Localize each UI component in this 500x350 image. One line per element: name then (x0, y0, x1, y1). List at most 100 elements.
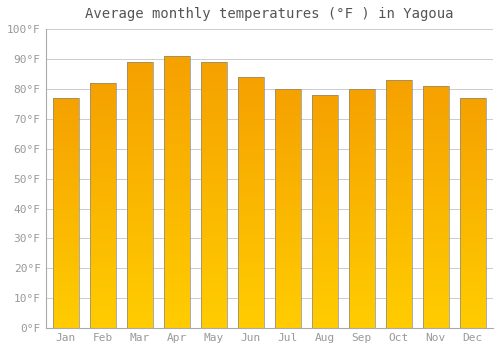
Bar (312, 191, 338, 194)
Bar (460, 302, 485, 305)
Bar (386, 182, 411, 186)
Bar (201, 218, 227, 222)
Bar (127, 82, 153, 85)
Bar (53, 305, 79, 308)
Bar (90, 276, 116, 279)
Bar (349, 283, 374, 286)
Bar (312, 281, 338, 285)
Bar (53, 247, 79, 251)
Bar (201, 198, 227, 202)
Bar (53, 202, 79, 204)
Bar (127, 322, 153, 325)
Bar (90, 279, 116, 282)
Bar (164, 315, 190, 318)
Bar (349, 250, 374, 253)
Bar (127, 155, 153, 159)
Bar (349, 232, 374, 236)
Bar (127, 139, 153, 142)
Bar (349, 244, 374, 247)
Bar (423, 131, 448, 134)
Bar (423, 246, 448, 250)
Bar (312, 226, 338, 229)
Bar (201, 295, 227, 298)
Bar (238, 165, 264, 168)
Bar (164, 178, 190, 182)
Bar (460, 213, 485, 216)
Bar (238, 313, 264, 316)
Bar (164, 70, 190, 73)
Bar (312, 273, 338, 276)
Bar (460, 161, 485, 164)
Bar (275, 89, 300, 328)
Bar (127, 265, 153, 268)
Bar (53, 291, 79, 294)
Bar (312, 314, 338, 316)
Bar (90, 160, 116, 163)
Bar (201, 298, 227, 302)
Bar (275, 295, 300, 298)
Bar (201, 115, 227, 119)
Bar (201, 99, 227, 102)
Bar (312, 206, 338, 209)
Bar (312, 171, 338, 174)
Bar (349, 205, 374, 209)
Bar (423, 319, 448, 322)
Bar (423, 125, 448, 128)
Bar (201, 278, 227, 282)
Bar (90, 319, 116, 322)
Bar (164, 60, 190, 63)
Bar (460, 299, 485, 302)
Bar (275, 319, 300, 322)
Bar (238, 215, 264, 218)
Bar (386, 288, 411, 291)
Bar (238, 102, 264, 105)
Bar (238, 171, 264, 174)
Bar (90, 83, 116, 328)
Bar (312, 238, 338, 241)
Bar (201, 122, 227, 125)
Bar (349, 325, 374, 328)
Bar (53, 268, 79, 271)
Bar (127, 202, 153, 205)
Bar (423, 119, 448, 122)
Bar (349, 236, 374, 238)
Bar (53, 271, 79, 273)
Bar (164, 230, 190, 233)
Bar (423, 195, 448, 198)
Bar (53, 207, 79, 210)
Bar (275, 298, 300, 301)
Bar (386, 300, 411, 303)
Bar (312, 145, 338, 147)
Bar (238, 290, 264, 294)
Bar (90, 212, 116, 215)
Bar (201, 325, 227, 328)
Bar (53, 204, 79, 207)
Bar (349, 125, 374, 128)
Bar (164, 226, 190, 230)
Bar (460, 112, 485, 115)
Bar (238, 228, 264, 231)
Bar (312, 302, 338, 305)
Bar (349, 134, 374, 137)
Bar (53, 173, 79, 176)
Bar (349, 241, 374, 244)
Bar (238, 174, 264, 177)
Bar (386, 235, 411, 238)
Bar (460, 196, 485, 199)
Bar (90, 288, 116, 292)
Bar (90, 261, 116, 264)
Bar (312, 185, 338, 188)
Bar (238, 124, 264, 127)
Bar (386, 226, 411, 229)
Bar (423, 155, 448, 159)
Bar (127, 278, 153, 282)
Bar (423, 177, 448, 180)
Bar (349, 101, 374, 104)
Bar (90, 89, 116, 92)
Bar (164, 304, 190, 308)
Bar (312, 104, 338, 106)
Bar (349, 140, 374, 143)
Bar (90, 123, 116, 126)
Bar (460, 268, 485, 271)
Bar (312, 136, 338, 139)
